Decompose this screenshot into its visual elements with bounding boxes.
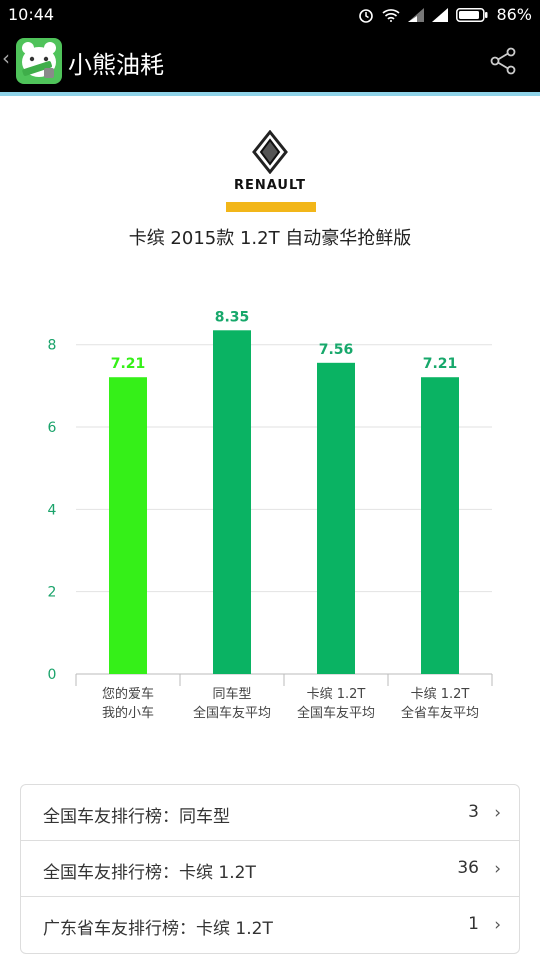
- brand-header: RENAULT: [0, 130, 540, 212]
- ranking-count: 36: [457, 858, 479, 878]
- status-icons: 86%: [358, 5, 532, 24]
- ranking-row[interactable]: 全国车友排行榜：同车型 3 ›: [21, 785, 519, 841]
- bar-value-label: 7.56: [319, 342, 354, 358]
- bar-value-label: 8.35: [215, 309, 250, 325]
- bar: [109, 377, 147, 674]
- bar: [213, 330, 251, 674]
- x-tick-label: 全国车友平均: [297, 705, 375, 721]
- bar: [421, 377, 459, 674]
- ranking-count: 1: [468, 914, 479, 934]
- signal-icon-2: [432, 7, 449, 22]
- ranking-label: 全国车友排行榜：同车型: [43, 807, 230, 827]
- chevron-right-icon: ›: [494, 915, 501, 935]
- x-tick-label: 我的小车: [102, 705, 154, 721]
- y-tick-label: 2: [48, 585, 57, 601]
- back-chevron-icon[interactable]: ‹: [2, 46, 10, 70]
- ranking-label: 全国车友排行榜：卡缤 1.2T: [43, 863, 256, 883]
- ranking-label: 广东省车友排行榜：卡缤 1.2T: [43, 919, 273, 939]
- bar-value-label: 7.21: [111, 356, 146, 372]
- x-tick-label: 同车型: [212, 686, 251, 702]
- brand-accent-bar: [226, 202, 316, 212]
- status-bar: 10:44 86%: [0, 0, 540, 30]
- battery-percent: 86%: [496, 5, 532, 24]
- chevron-right-icon: ›: [494, 803, 501, 823]
- chevron-right-icon: ›: [494, 859, 501, 879]
- x-tick-label: 全省车友平均: [401, 705, 479, 721]
- x-tick-label: 您的爱车: [102, 686, 154, 702]
- signal-icon-1: [408, 7, 425, 22]
- y-tick-label: 6: [48, 420, 57, 436]
- ranking-row[interactable]: 全国车友排行榜：卡缤 1.2T 36 ›: [21, 841, 519, 897]
- y-tick-label: 4: [48, 502, 57, 518]
- alarm-icon: [359, 8, 374, 23]
- brand-name: RENAULT: [234, 178, 306, 193]
- share-icon[interactable]: [488, 46, 518, 76]
- battery-icon: [456, 7, 488, 22]
- app-bar: ‹ 小熊油耗: [0, 30, 540, 92]
- model-title: 卡缤 2015款 1.2T 自动豪华抢鲜版: [128, 228, 412, 249]
- x-tick-label: 卡缤 1.2T: [307, 686, 366, 702]
- app-logo[interactable]: [16, 38, 62, 84]
- bear-logo-icon: [22, 42, 56, 78]
- app-title: 小熊油耗: [68, 51, 164, 79]
- status-time: 10:44: [8, 5, 55, 24]
- wifi-icon: [382, 8, 400, 22]
- y-tick-label: 8: [48, 338, 57, 354]
- renault-logo-icon: [252, 130, 288, 174]
- bar-value-label: 7.21: [423, 356, 458, 372]
- ranking-list: 全国车友排行榜：同车型 3 › 全国车友排行榜：卡缤 1.2T 36 › 广东省…: [20, 784, 520, 954]
- ranking-count: 3: [468, 802, 479, 822]
- appbar-divider: [0, 92, 540, 96]
- x-tick-label: 卡缤 1.2T: [411, 686, 470, 702]
- x-tick-label: 全国车友平均: [193, 705, 271, 721]
- ranking-row[interactable]: 广东省车友排行榜：卡缤 1.2T 1 ›: [21, 897, 519, 953]
- bar: [317, 362, 355, 674]
- y-tick-label: 0: [48, 667, 57, 683]
